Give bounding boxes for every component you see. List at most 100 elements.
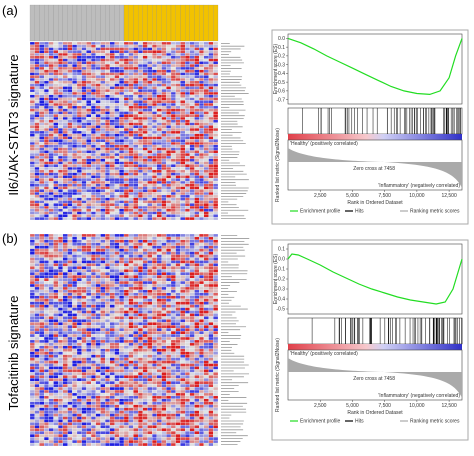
heatmap-cell xyxy=(91,237,96,240)
heatmap-cell xyxy=(133,352,138,355)
heatmap-cell xyxy=(86,162,91,165)
heatmap-cell xyxy=(204,64,209,67)
heatmap-cell xyxy=(152,352,157,355)
heatmap-cell xyxy=(176,206,181,209)
heatmap-cell xyxy=(180,162,185,165)
heatmap-cell xyxy=(44,340,49,343)
heatmap-cell xyxy=(96,164,101,167)
heatmap-cell xyxy=(91,246,96,249)
heatmap-cell xyxy=(199,59,204,62)
heatmap-cell xyxy=(30,396,35,399)
heatmap-cell xyxy=(180,103,185,106)
heatmap-cell xyxy=(119,358,124,361)
heatmap-cell xyxy=(190,278,195,281)
heatmap-cell xyxy=(190,142,195,145)
heatmap-cell xyxy=(148,95,153,98)
heatmap-cell xyxy=(209,170,214,173)
heatmap-cell xyxy=(30,176,35,179)
heatmap-cell xyxy=(68,246,73,249)
heatmap-cell xyxy=(35,92,40,95)
heatmap-cell xyxy=(148,128,153,131)
heatmap-cell xyxy=(54,322,59,325)
heatmap-cell xyxy=(39,123,44,126)
heatmap-cell xyxy=(124,390,129,393)
heatmap-cell xyxy=(35,128,40,131)
heatmap-cell xyxy=(72,361,77,364)
heatmap-cell xyxy=(96,195,101,198)
heatmap-cell xyxy=(96,302,101,305)
heatmap-cell xyxy=(63,263,68,266)
heatmap-cell xyxy=(44,137,49,140)
heatmap-cell xyxy=(119,311,124,314)
heatmap-cell xyxy=(124,287,129,290)
heatmap-cell xyxy=(148,184,153,187)
heatmap-cell xyxy=(35,134,40,137)
heatmap-cell xyxy=(143,249,148,252)
heatmap-cell xyxy=(72,123,77,126)
heatmap-cell xyxy=(133,187,138,190)
heatmap-cell xyxy=(39,117,44,120)
heatmap-cell xyxy=(101,258,106,261)
heatmap-cell xyxy=(96,81,101,84)
heatmap-cell xyxy=(162,293,167,296)
heatmap-cell xyxy=(119,278,124,281)
heatmap-cell xyxy=(39,173,44,176)
heatmap-cell xyxy=(180,125,185,128)
heatmap-cell xyxy=(180,266,185,269)
heatmap-cell xyxy=(105,246,110,249)
heatmap-cell xyxy=(82,266,87,269)
heatmap-cell xyxy=(115,84,120,87)
heatmap-cell xyxy=(176,322,181,325)
heatmap-cell xyxy=(185,53,190,56)
heatmap-cell xyxy=(115,106,120,109)
heatmap-cell xyxy=(91,181,96,184)
heatmap-cell xyxy=(105,98,110,101)
heatmap-cell xyxy=(77,201,82,204)
heatmap-cell xyxy=(180,293,185,296)
heatmap-cell xyxy=(63,98,68,101)
heatmap-cell xyxy=(213,212,218,215)
heatmap-cell xyxy=(129,375,134,378)
heatmap-cell xyxy=(176,378,181,381)
heatmap-cell xyxy=(213,316,218,319)
heatmap-cell xyxy=(54,305,59,308)
heatmap-cell xyxy=(101,361,106,364)
heatmap-cell xyxy=(166,142,171,145)
heatmap-cell xyxy=(105,203,110,206)
heatmap-cell xyxy=(105,73,110,76)
heatmap-cell xyxy=(105,42,110,45)
heatmap-cell xyxy=(77,184,82,187)
heatmap-cell xyxy=(199,84,204,87)
heatmap-cell xyxy=(72,125,77,128)
heatmap-cell xyxy=(58,305,63,308)
heatmap-cell xyxy=(110,249,115,252)
heatmap-cell xyxy=(86,387,91,390)
heatmap-cell xyxy=(162,261,167,264)
heatmap-cell xyxy=(110,150,115,153)
heatmap-cell xyxy=(124,117,129,120)
heatmap-cell xyxy=(82,120,87,123)
heatmap-cell xyxy=(49,134,54,137)
heatmap-cell xyxy=(204,212,209,215)
heatmap-cell xyxy=(30,364,35,367)
heatmap-cell xyxy=(166,328,171,331)
heatmap-cell xyxy=(157,308,162,311)
heatmap-cell xyxy=(54,203,59,206)
heatmap-cell xyxy=(44,148,49,151)
heatmap-cell xyxy=(54,184,59,187)
heatmap-cell xyxy=(119,100,124,103)
heatmap-cell xyxy=(58,78,63,81)
heatmap-cell xyxy=(105,393,110,396)
heatmap-cell xyxy=(58,50,63,53)
heatmap-cell xyxy=(72,56,77,59)
heatmap-cell xyxy=(195,64,200,67)
heatmap-cell xyxy=(96,372,101,375)
heatmap-cell xyxy=(39,384,44,387)
heatmap-cell xyxy=(138,131,143,134)
heatmap-cell xyxy=(49,272,54,275)
heatmap-cell xyxy=(82,290,87,293)
heatmap-cell xyxy=(199,123,204,126)
heatmap-cell xyxy=(176,372,181,375)
heatmap-cell xyxy=(49,311,54,314)
heatmap-cell xyxy=(105,372,110,375)
